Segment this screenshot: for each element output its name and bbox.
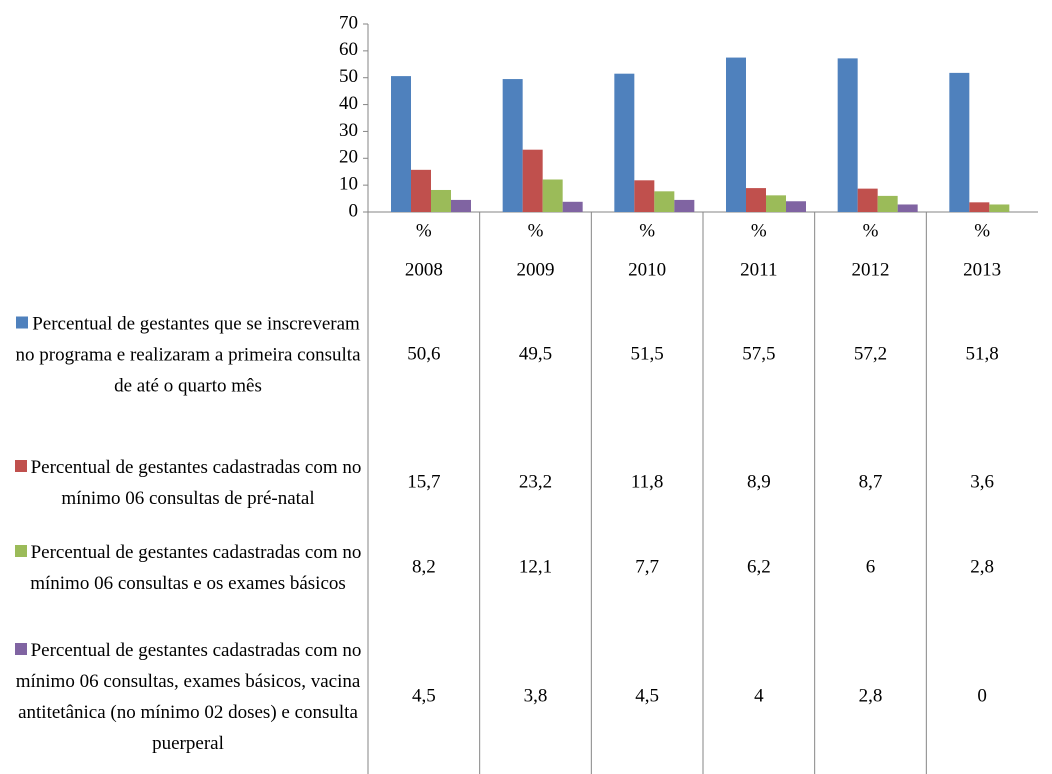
table-value: 51,5 bbox=[631, 343, 664, 364]
y-tick-label: 50 bbox=[339, 66, 358, 87]
bar bbox=[431, 189, 451, 212]
bar bbox=[857, 188, 878, 212]
x-unit-label: % bbox=[863, 220, 879, 241]
table-value: 3,6 bbox=[970, 471, 994, 492]
table-value: 8,7 bbox=[859, 471, 883, 492]
bar bbox=[654, 191, 675, 212]
legend-label: Percentual de gestantes cadastradas com … bbox=[15, 640, 362, 754]
y-tick-label: 20 bbox=[339, 147, 358, 168]
bar bbox=[969, 202, 990, 212]
table-value: 50,6 bbox=[407, 343, 440, 364]
bar bbox=[837, 58, 858, 213]
table-value: 57,2 bbox=[854, 343, 887, 364]
bar bbox=[766, 195, 786, 212]
bar bbox=[411, 169, 431, 212]
table-value: 8,2 bbox=[412, 556, 436, 577]
y-tick-label: 60 bbox=[339, 39, 358, 60]
x-unit-label: % bbox=[528, 220, 544, 241]
legend-entry: Percentual de gestantes cadastradas com … bbox=[8, 537, 368, 599]
legend-entry: Percentual de gestantes cadastradas com … bbox=[8, 635, 368, 759]
bar bbox=[614, 73, 635, 212]
table-value: 11,8 bbox=[631, 471, 664, 492]
bar bbox=[634, 180, 655, 212]
table-value: 49,5 bbox=[519, 343, 552, 364]
bar bbox=[542, 179, 563, 212]
y-tick-label: 0 bbox=[349, 200, 359, 221]
bar bbox=[897, 204, 918, 212]
legend-swatch bbox=[14, 545, 27, 557]
table-value: 12,1 bbox=[519, 556, 552, 577]
y-tick-label: 40 bbox=[339, 93, 358, 114]
bar bbox=[746, 188, 766, 212]
table-value: 0 bbox=[977, 685, 987, 706]
table-value: 4,5 bbox=[635, 685, 659, 706]
x-tick-label: 2012 bbox=[852, 259, 890, 280]
legend-entry: Percentual de gestantes cadastradas com … bbox=[8, 452, 368, 514]
legend-swatch bbox=[14, 460, 27, 472]
bar bbox=[989, 204, 1010, 212]
bar bbox=[877, 195, 898, 212]
table-value: 7,7 bbox=[635, 556, 659, 577]
bar bbox=[949, 72, 970, 212]
bar bbox=[451, 199, 471, 212]
table-value: 4,5 bbox=[412, 685, 436, 706]
table-value: 4 bbox=[754, 685, 764, 706]
table-value: 2,8 bbox=[970, 556, 994, 577]
legend-label: Percentual de gestantes cadastradas com … bbox=[30, 542, 362, 594]
table-value: 23,2 bbox=[519, 471, 552, 492]
legend-swatch bbox=[14, 643, 27, 655]
table-value: 6 bbox=[866, 556, 876, 577]
table-value: 3,8 bbox=[524, 685, 548, 706]
x-tick-label: 2010 bbox=[628, 259, 666, 280]
y-tick-label: 30 bbox=[339, 120, 358, 141]
table-value: 57,5 bbox=[742, 343, 775, 364]
bar bbox=[786, 201, 806, 212]
x-tick-label: 2013 bbox=[963, 259, 1001, 280]
x-unit-label: % bbox=[416, 220, 432, 241]
bar bbox=[391, 76, 411, 212]
bar bbox=[522, 149, 543, 212]
x-tick-label: 2009 bbox=[517, 259, 555, 280]
legend-entry: Percentual de gestantes que se inscrever… bbox=[8, 309, 368, 402]
legend-label: Percentual de gestantes cadastradas com … bbox=[30, 457, 362, 509]
x-unit-label: % bbox=[639, 220, 655, 241]
x-unit-label: % bbox=[974, 220, 990, 241]
legend-swatch bbox=[16, 316, 29, 329]
bar bbox=[562, 201, 583, 212]
x-unit-label: % bbox=[751, 220, 767, 241]
table-value: 8,9 bbox=[747, 471, 771, 492]
table-value: 15,7 bbox=[407, 471, 440, 492]
bar bbox=[502, 79, 523, 212]
legend-label: Percentual de gestantes que se inscrever… bbox=[15, 313, 361, 397]
bar bbox=[726, 57, 746, 213]
bar bbox=[674, 199, 695, 212]
x-tick-label: 2008 bbox=[405, 259, 443, 280]
table-value: 2,8 bbox=[859, 685, 883, 706]
x-tick-label: 2011 bbox=[740, 259, 777, 280]
y-tick-label: 10 bbox=[339, 174, 358, 195]
table-value: 6,2 bbox=[747, 556, 771, 577]
table-value: 51,8 bbox=[966, 343, 999, 364]
y-tick-label: 70 bbox=[339, 12, 358, 33]
